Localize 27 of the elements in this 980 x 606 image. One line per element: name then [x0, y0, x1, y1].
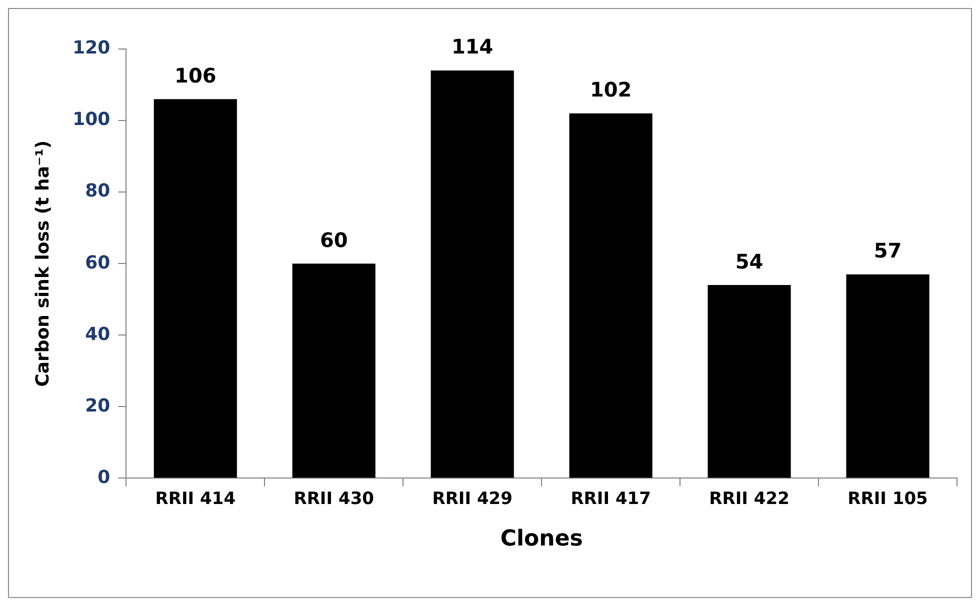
data-label: 54	[735, 249, 764, 274]
y-tick-label: 120	[72, 38, 110, 59]
bar	[846, 274, 930, 478]
data-label: 60	[320, 228, 348, 252]
bar	[430, 70, 514, 478]
y-tick-label: 0	[98, 466, 110, 488]
data-label: 57	[874, 238, 902, 263]
x-tick-label: RRII 430	[294, 488, 374, 509]
y-tick-label: 80	[85, 180, 110, 202]
data-label: 106	[174, 63, 216, 88]
x-tick-label: RRII 417	[570, 488, 651, 509]
y-tick-label: 20	[85, 395, 110, 416]
bar	[154, 99, 237, 478]
bar	[292, 264, 376, 478]
y-axis-title: Carbon sink loss (t ha⁻¹)	[32, 140, 54, 387]
data-label: 102	[590, 78, 632, 102]
y-tick-label: 100	[72, 109, 110, 130]
y-tick-label: 40	[85, 324, 110, 345]
x-tick-label: RRII 414	[155, 488, 236, 509]
y-tick-label: 60	[85, 252, 110, 274]
x-tick-label: RRII 422	[709, 488, 790, 509]
bar	[708, 285, 791, 478]
bar	[569, 113, 652, 478]
x-tick-label: RRII 105	[848, 488, 928, 509]
data-label: 114	[451, 34, 494, 59]
x-tick-label: RRII 429	[432, 488, 512, 509]
x-axis-title: Clones	[500, 526, 583, 552]
